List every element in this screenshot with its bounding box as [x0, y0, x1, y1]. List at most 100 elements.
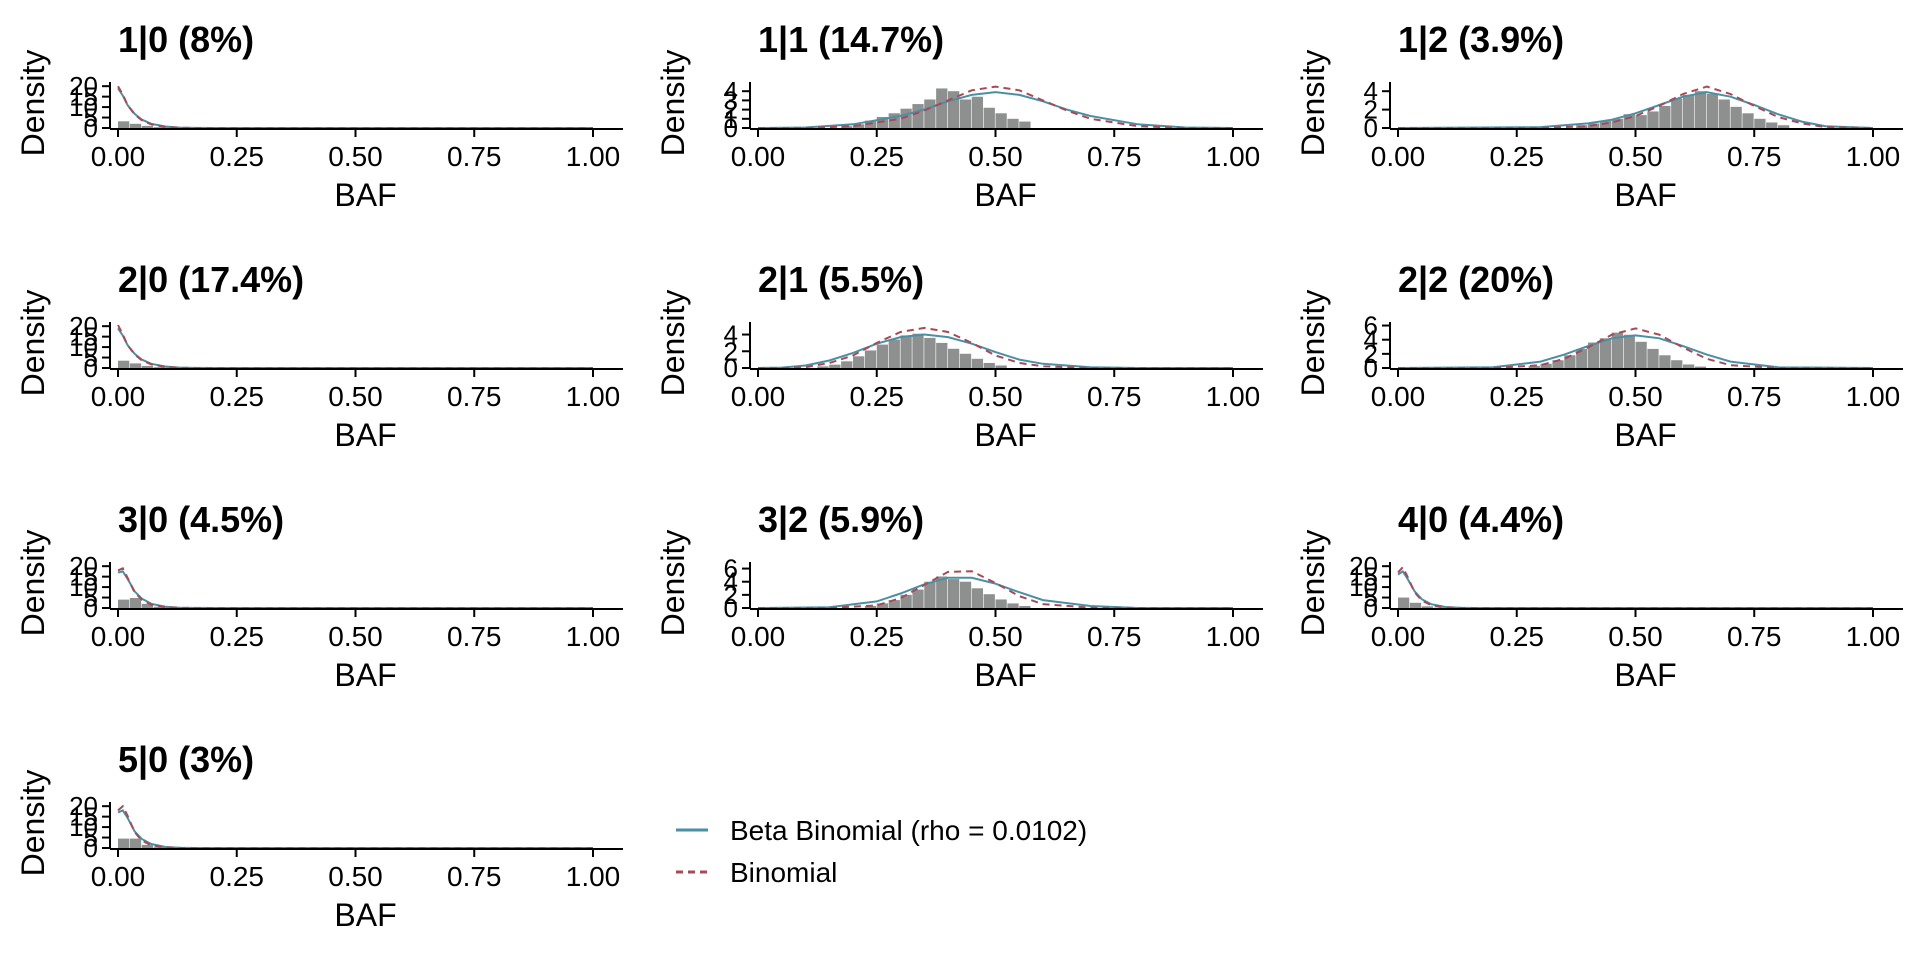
x-axis-title: BAF [334, 657, 396, 693]
histogram-bar [841, 361, 852, 368]
binomial-curve [118, 325, 593, 368]
histogram-bar [972, 359, 983, 368]
histogram-bar [912, 334, 923, 368]
x-tick-label: 0.75 [1727, 381, 1782, 412]
legend-label: Beta Binomial (rho = 0.0102) [730, 815, 1087, 846]
panel-title: 2|2 (20%) [1398, 259, 1554, 301]
histogram-bar [130, 598, 141, 608]
x-tick-label: 1.00 [1206, 381, 1261, 412]
y-tick-label: 4 [1364, 76, 1378, 106]
histogram-bar [1671, 360, 1682, 368]
histogram-bar [984, 108, 995, 128]
histogram-bar [1398, 598, 1409, 608]
x-tick-label: 0.75 [1087, 141, 1142, 172]
histogram-bar [1422, 606, 1433, 608]
x-axis-title: BAF [974, 417, 1036, 453]
x-tick-label: 0.25 [1490, 141, 1545, 172]
histogram-bar [1707, 94, 1718, 128]
y-axis-title: Density [655, 290, 691, 397]
y-axis-title: Density [1295, 50, 1331, 157]
y-axis-title: Density [15, 290, 51, 397]
panel-title: 3|2 (5.9%) [758, 499, 924, 541]
histogram-bar [972, 97, 983, 128]
histogram-bar [1659, 355, 1670, 368]
histogram-bar [1742, 113, 1753, 128]
histogram-bar [1647, 111, 1658, 128]
binomial-curve [118, 806, 593, 848]
histogram-bar [1731, 107, 1742, 128]
legend-label: Binomial [730, 857, 837, 888]
x-tick-label: 0.00 [91, 141, 146, 172]
x-tick-label: 0.50 [1608, 141, 1663, 172]
histogram-bar [118, 600, 129, 608]
x-tick-label: 0.00 [731, 141, 786, 172]
y-tick-label: 6 [1364, 311, 1378, 341]
histogram-bar [1007, 603, 1018, 608]
x-tick-label: 0.00 [731, 381, 786, 412]
x-tick-label: 0.00 [91, 621, 146, 652]
x-tick-label: 0.25 [1490, 621, 1545, 652]
x-tick-label: 0.50 [1608, 381, 1663, 412]
histogram-bar [936, 343, 947, 368]
x-tick-label: 1.00 [566, 141, 621, 172]
histogram-bar [936, 88, 947, 128]
histogram-bar [924, 582, 935, 608]
x-tick-label: 0.25 [850, 621, 905, 652]
histogram-bar [1695, 91, 1706, 128]
y-tick-label: 20 [69, 311, 98, 341]
x-tick-label: 0.75 [1087, 621, 1142, 652]
legend: Beta Binomial (rho = 0.0102) Binomial [676, 815, 1087, 888]
histogram-bar [960, 354, 971, 368]
histogram-bar [130, 839, 141, 848]
y-tick-label: 6 [724, 554, 738, 584]
y-axis-title: Density [1295, 290, 1331, 397]
histogram-bar [118, 121, 129, 128]
panel-title: 2|1 (5.5%) [758, 259, 924, 301]
x-tick-label: 0.50 [328, 141, 383, 172]
histogram-bar [118, 361, 129, 368]
x-axis-title: BAF [334, 417, 396, 453]
panel-title: 5|0 (3%) [118, 739, 254, 781]
histogram-bar [142, 366, 153, 368]
x-tick-label: 0.75 [1727, 141, 1782, 172]
x-axis-title: BAF [1614, 417, 1676, 453]
x-axis-title: BAF [1614, 177, 1676, 213]
histogram-bar [130, 124, 141, 128]
histogram-bar [984, 594, 995, 608]
histogram-bar [1719, 99, 1730, 128]
binomial-curve [118, 568, 593, 608]
x-tick-label: 0.00 [1371, 381, 1426, 412]
x-tick-label: 0.50 [968, 141, 1023, 172]
histogram-bar [1754, 119, 1765, 128]
y-axis-title: Density [1295, 530, 1331, 637]
histogram-bar [1778, 125, 1789, 128]
x-tick-label: 1.00 [566, 381, 621, 412]
histogram-bar [1624, 335, 1635, 368]
beta-binomial-curve [118, 328, 593, 368]
histogram-bar [1766, 122, 1777, 128]
histogram-bar [829, 365, 840, 368]
histogram-bar [1636, 115, 1647, 128]
beta-binomial-curve [118, 810, 593, 848]
beta-binomial-curve [1398, 571, 1873, 608]
histogram-bar [924, 99, 935, 128]
x-tick-label: 0.75 [1087, 381, 1142, 412]
histogram-bar [912, 104, 923, 128]
x-tick-label: 0.25 [210, 621, 265, 652]
panel-title: 3|0 (4.5%) [118, 499, 284, 541]
x-tick-label: 0.75 [447, 621, 502, 652]
y-tick-label: 20 [69, 551, 98, 581]
x-axis-title: BAF [334, 897, 396, 933]
histogram-bar [142, 845, 153, 848]
histogram-bar [1659, 106, 1670, 128]
histogram-bar [960, 582, 971, 608]
histogram-bar [948, 349, 959, 368]
